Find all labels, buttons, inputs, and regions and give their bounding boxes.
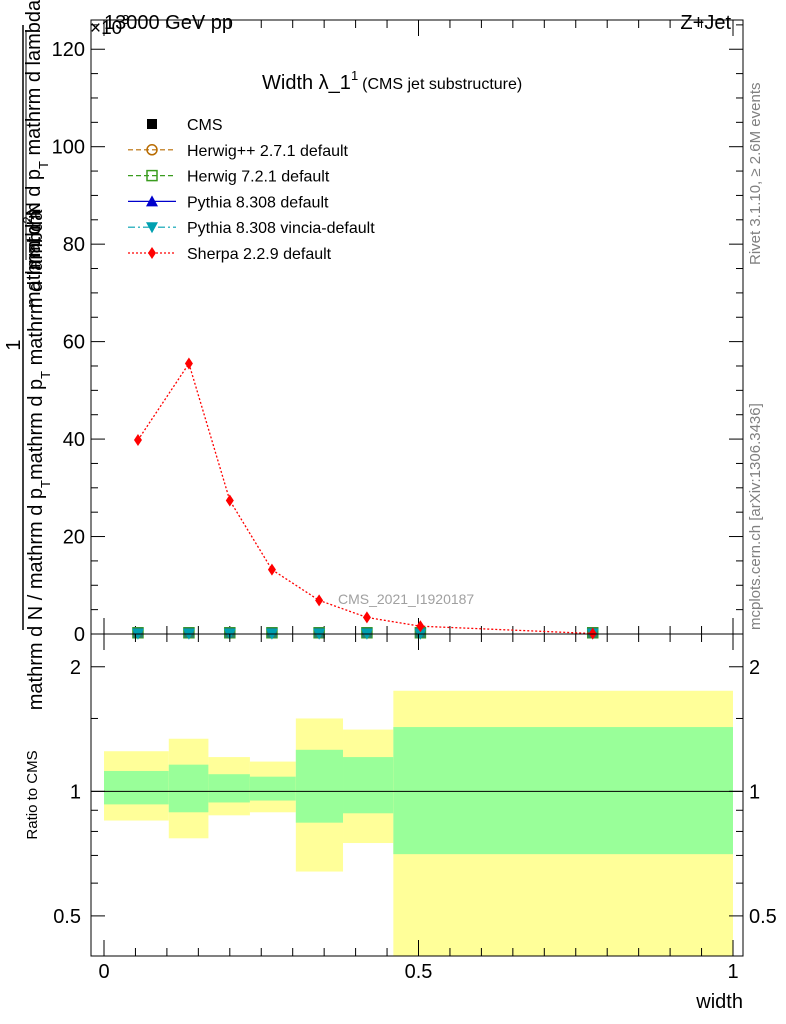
legend-label: Sherpa 2.2.9 default	[187, 246, 332, 263]
ratio-y-tick-label-right: 0.5	[749, 906, 777, 928]
ratio-stat-uncertainty-band	[249, 776, 296, 801]
legend-marker	[146, 169, 158, 182]
sherpa-data-point	[315, 594, 324, 607]
sherpa-data-point	[133, 434, 142, 447]
mcplots-label: mcplots.cern.ch [arXiv:1306.3436]	[747, 403, 764, 630]
legend-marker	[146, 195, 158, 207]
plot-title: Width λ_11(CMS jet substructure)	[262, 68, 522, 94]
x-tick-label: 0.5	[405, 961, 433, 983]
x-tick-label: 1	[727, 961, 738, 983]
y-label-denominator-text: mathrm d N / mathrm d pTmathrm d pT math…	[25, 209, 53, 710]
ratio-y-tick-label: 1	[70, 781, 81, 803]
main-y-tick-label: 80	[63, 234, 85, 256]
legend-label: Herwig 7.2.1 default	[187, 169, 330, 186]
main-y-tick-label: 120	[52, 39, 85, 61]
sherpa-data-point	[225, 494, 234, 507]
ratio-x-ticks: 0 0.5 1	[98, 634, 739, 983]
sherpa-data-point	[362, 611, 371, 624]
main-panel: 0 20 40 60 80 100 120 Width λ_11(CMS jet subst…	[52, 19, 744, 646]
y-label-top-denominator: mathrm d pT mathrm d lambda	[23, 0, 51, 270]
main-y-ticks: 0 20 40 60 80 100 120	[52, 24, 743, 646]
main-y-tick-label: 60	[63, 332, 85, 354]
legend-marker	[147, 119, 157, 129]
ratio-stat-uncertainty-band	[393, 727, 733, 855]
ratio-stat-uncertainty-band	[343, 757, 394, 814]
sherpa-data-point	[184, 357, 193, 370]
legend-marker	[146, 144, 158, 156]
legend-label: Pythia 8.308 vincia-default	[187, 220, 375, 237]
ratio-y-tick-label: 2	[70, 657, 81, 679]
ratio-stat-uncertainty-band	[208, 774, 250, 803]
ratio-plot-frame	[90, 633, 744, 957]
main-plot-frame	[90, 19, 744, 635]
ratio-stat-uncertainty-band	[295, 749, 344, 823]
analysis-watermark: CMS_2021_I1920187	[338, 591, 474, 607]
legend-marker	[146, 222, 158, 234]
x-axis-label: width	[695, 991, 743, 1013]
sherpa-data-point	[416, 620, 425, 633]
ratio-y-axis-label: Ratio to CMS	[24, 750, 41, 839]
ratio-bands	[91, 690, 743, 956]
main-y-tick-label: 40	[63, 429, 85, 451]
legend-label: CMS	[187, 117, 223, 134]
sherpa-series-line	[137, 362, 593, 635]
y-label-bottom-fraction: mathrm d N / mathrm d pTmathrm d pT math…	[25, 209, 53, 710]
legend-label: Herwig++ 2.7.1 default	[187, 143, 349, 160]
x-tick-label: 0	[98, 961, 109, 983]
sherpa-data-point	[267, 563, 276, 576]
ratio-stat-uncertainty-band	[104, 770, 169, 805]
ratio-y-tick-label: 0.5	[53, 906, 81, 928]
main-x-ticks	[103, 20, 734, 634]
main-y-tick-label: 0	[74, 624, 85, 646]
legend-label: Pythia 8.308 default	[187, 194, 329, 211]
ratio-y-tick-label-right: 2	[749, 657, 760, 679]
y-label-numerator: 1	[3, 339, 25, 350]
rivet-version-label: Rivet 3.1.10, ≥ 2.6M events	[747, 83, 764, 266]
y-label-numerator-text: mathrm d2N	[20, 202, 45, 308]
energy-label: 13000 GeV pp	[104, 12, 233, 34]
svg-text:×10: ×10	[90, 18, 122, 39]
ratio-y-tick-label-right: 1	[749, 781, 760, 803]
ratio-stat-uncertainty-band	[168, 764, 209, 813]
legend: CMS Herwig++ 2.7.1 default Herwig 7.2.1 de…	[128, 117, 375, 263]
process-label: Z+Jet	[680, 12, 731, 34]
ratio-y-ticks: 0.5 0.5 1 1 2 2	[53, 657, 777, 957]
ratio-panel: 0.5 0.51 12 2 0 0.5 1 Ratio to CMS width	[24, 633, 777, 1013]
main-y-tick-label: 20	[63, 527, 85, 549]
main-y-tick-label: 100	[52, 137, 85, 159]
legend-marker	[148, 247, 156, 259]
